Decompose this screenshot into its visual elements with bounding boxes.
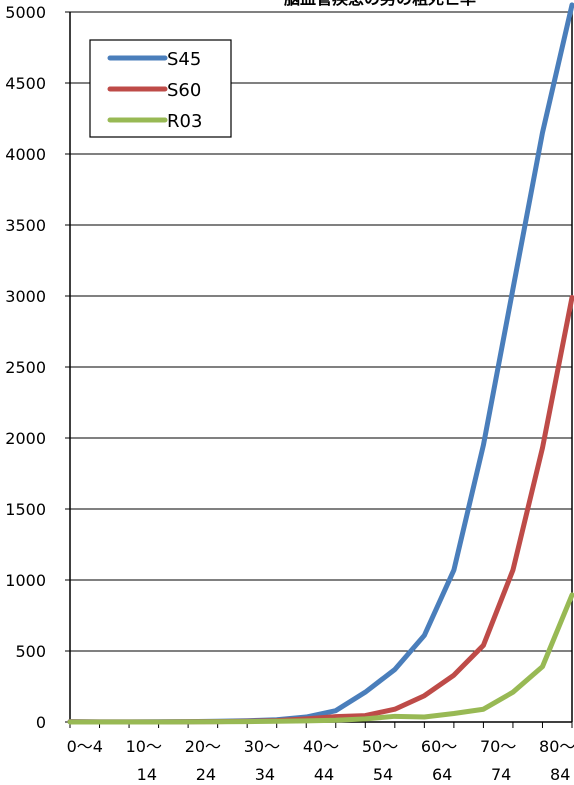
x-tick-label: 60〜: [421, 737, 457, 756]
x-tick-label: 80〜: [539, 737, 574, 756]
x-tick-label-line2: 84: [550, 765, 570, 784]
series-lines: [67, 2, 574, 725]
x-tick-label-line2: 74: [491, 765, 511, 784]
legend-items: S45 S60 R03: [107, 49, 202, 132]
y-tick-label: 2500: [5, 358, 46, 377]
y-tick-label: 2000: [5, 429, 46, 448]
x-tick-label: 10〜: [126, 737, 162, 756]
x-tick-label-line2: 64: [432, 765, 452, 784]
x-tick-label: 20〜: [185, 737, 221, 756]
legend-label-s45: S45: [167, 49, 201, 70]
title-area: 脳血管疾患の男の粗死亡率: [284, 0, 476, 8]
y-tick-label: 500: [15, 642, 46, 661]
x-tick-label: 50〜: [362, 737, 398, 756]
legend-label-r03: R03: [167, 111, 202, 132]
x-tick-label: 40〜: [303, 737, 339, 756]
legend: S45 S60 R03: [89, 39, 232, 138]
y-tick-label: 1500: [5, 500, 46, 519]
y-tick-label: 1000: [5, 571, 46, 590]
y-tick-label: 4000: [5, 145, 46, 164]
x-tick-label-line2: 34: [255, 765, 275, 784]
y-tick-label: 3500: [5, 216, 46, 235]
series-line-r03: [67, 592, 574, 725]
y-tick-label: 5000: [5, 3, 46, 22]
x-tick-label-line2: 54: [373, 765, 393, 784]
y-tick-label: 3000: [5, 287, 46, 306]
gridlines: [70, 11, 572, 652]
x-tick-label: 30〜: [244, 737, 280, 756]
y-axis-ticks: 0 500 1000 1500 2000 2500 3000 3500 4000 4500 5000: [5, 3, 70, 732]
x-tick-label-line2: 24: [196, 765, 216, 784]
y-tick-label: 4500: [5, 74, 46, 93]
x-tick-label-line2: 14: [137, 765, 157, 784]
series-line-s60: [67, 294, 574, 725]
x-tick-label-line2: 44: [314, 765, 334, 784]
x-tick-label: 70〜: [480, 737, 516, 756]
chart-title: 脳血管疾患の男の粗死亡率: [284, 0, 476, 8]
legend-label-s60: S60: [167, 80, 201, 101]
x-axis-ticks: 0〜4 10〜 14 20〜 24 30〜 34 40〜 44 50〜 54 60〜 64 70〜 74 80…: [67, 722, 574, 784]
y-tick-label: 0: [36, 713, 46, 732]
x-tick-label: 0〜4: [67, 737, 103, 756]
